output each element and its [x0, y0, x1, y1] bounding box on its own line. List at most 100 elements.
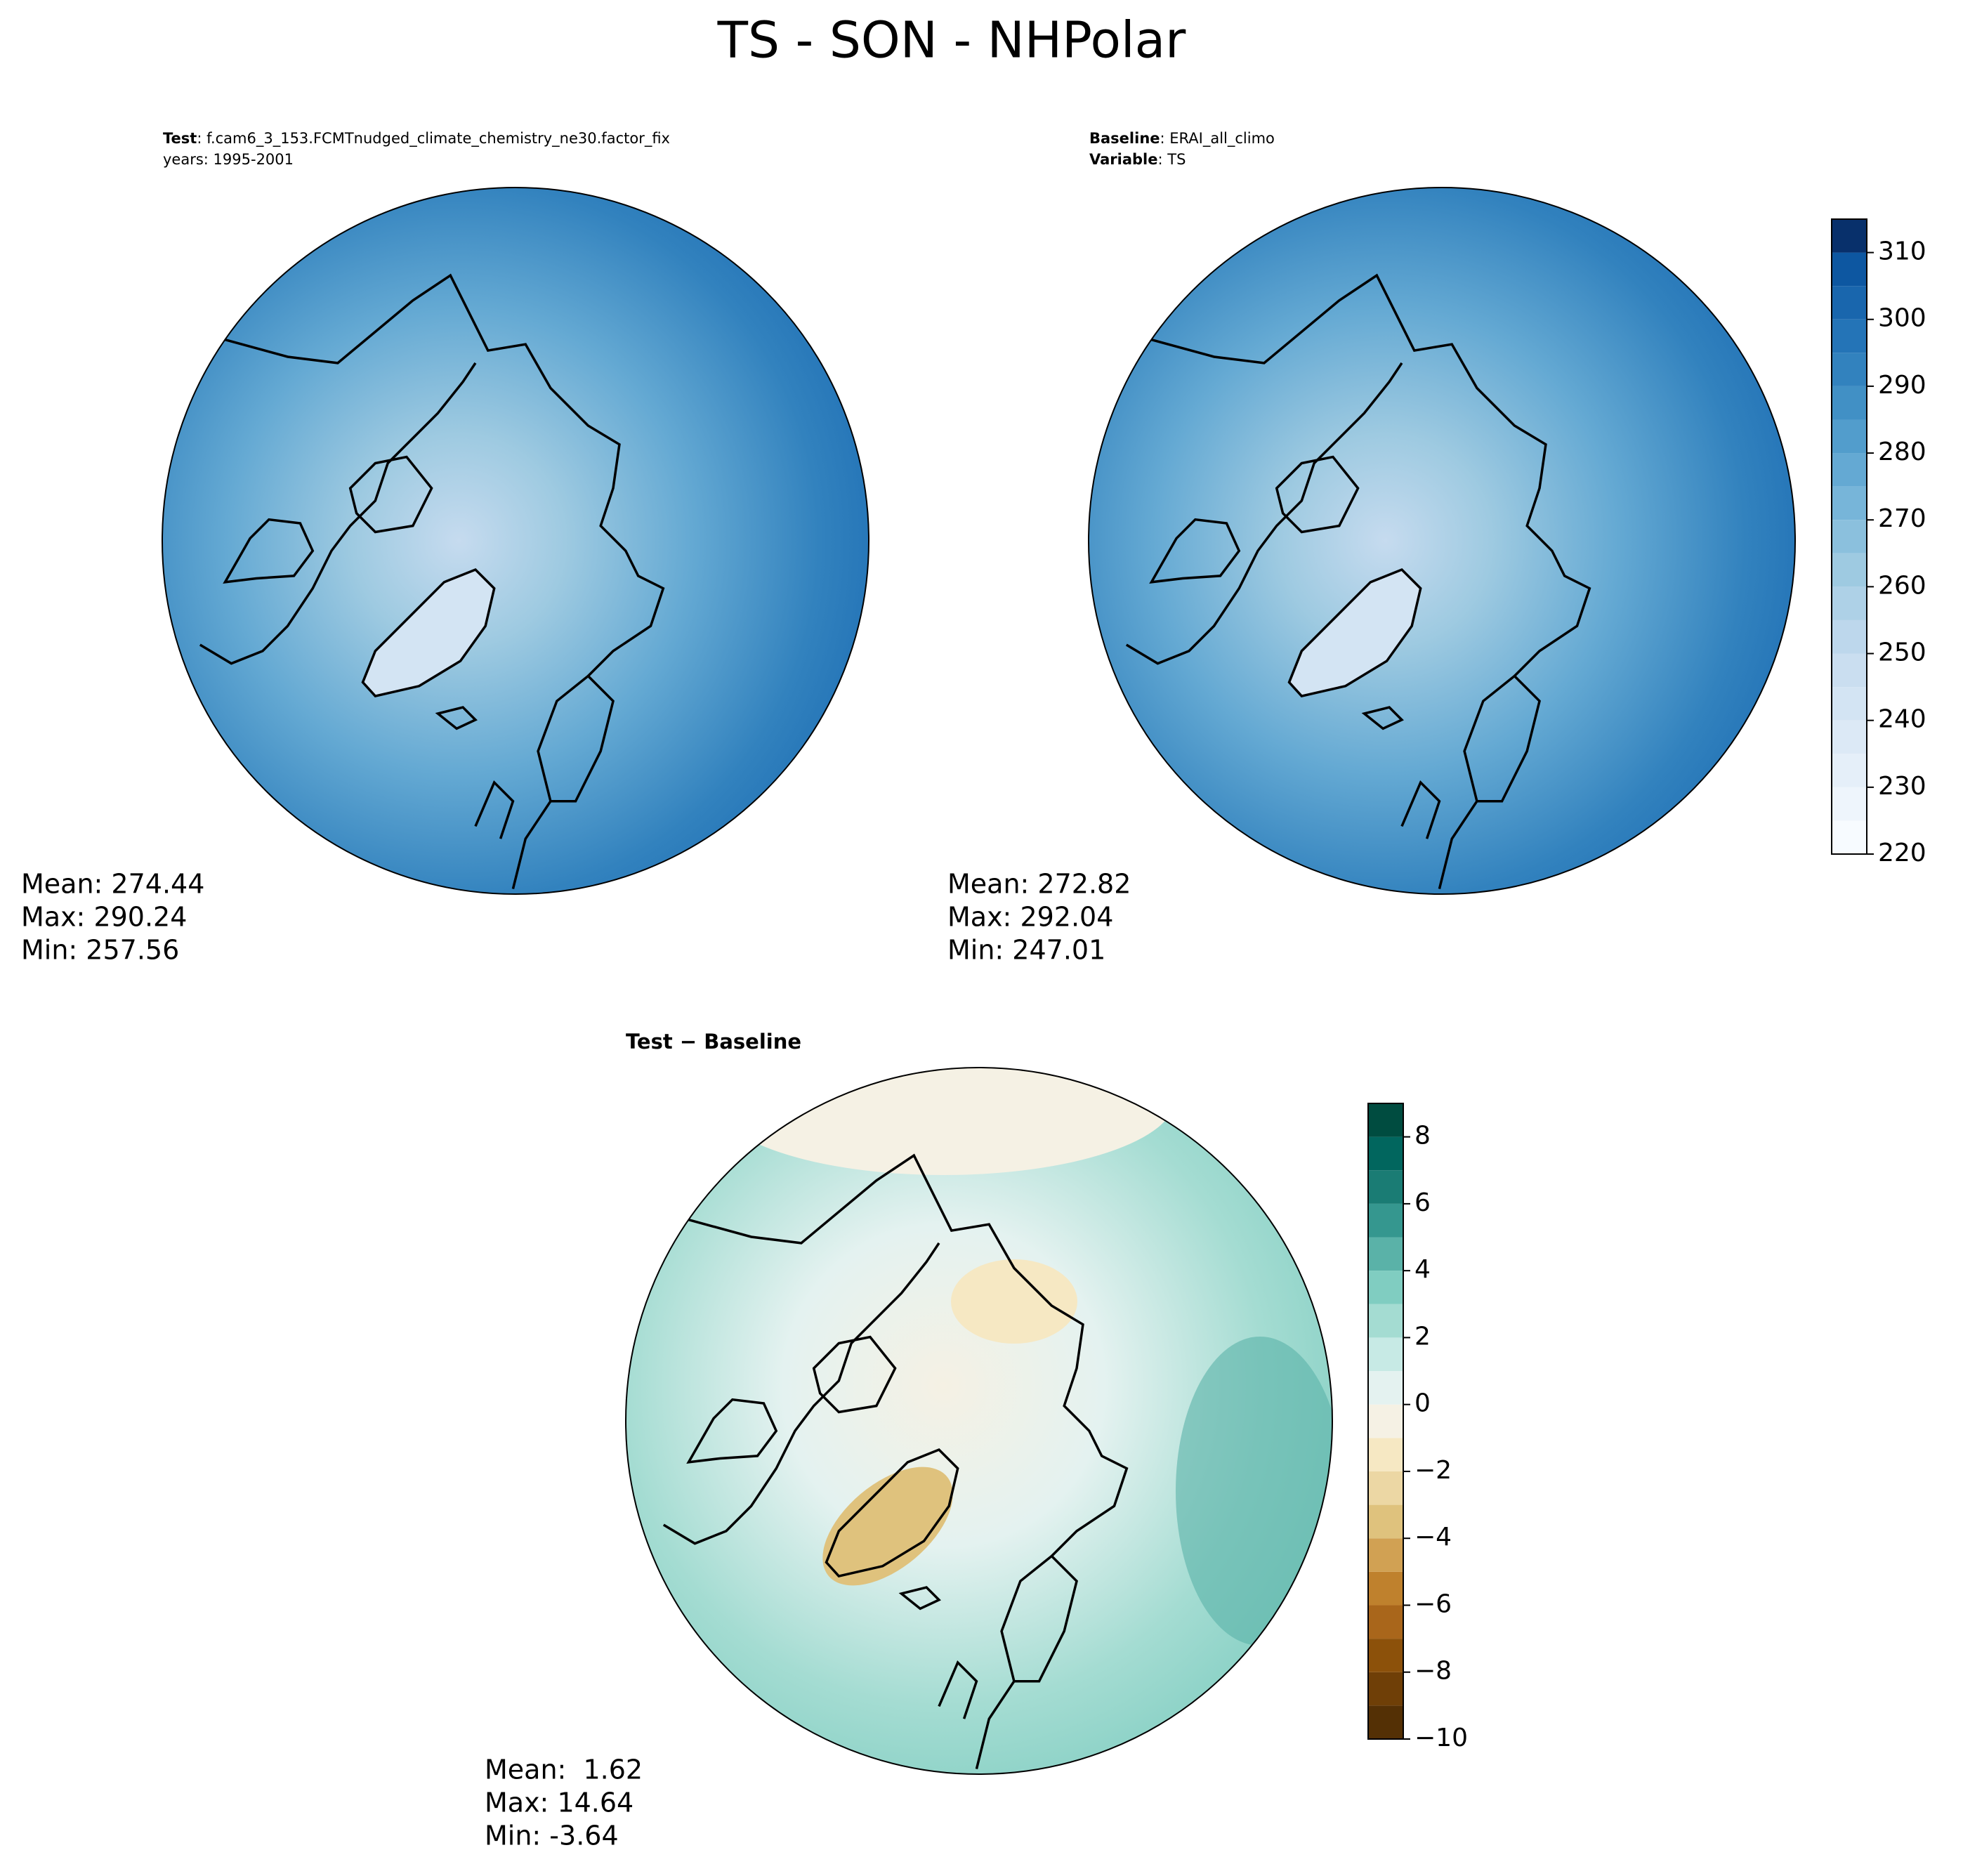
colorbar-band — [1832, 453, 1867, 487]
colorbar-band — [1368, 1371, 1403, 1405]
coastline — [682, 1153, 1129, 1557]
panel-title: Baseline: ERAI_all_climo — [1089, 130, 1275, 147]
map — [162, 187, 869, 895]
anomaly-patch — [822, 1467, 953, 1586]
coastline — [686, 1398, 778, 1464]
colorbar-band — [1368, 1136, 1403, 1171]
colorbar-band — [1368, 1571, 1403, 1606]
coastline — [1361, 706, 1404, 730]
stat-label: Max: 292.04 — [947, 902, 1113, 933]
map-background — [162, 188, 869, 894]
coastline — [898, 1586, 941, 1611]
stat-label: Mean: 1.62 — [485, 1754, 643, 1785]
map-field — [162, 188, 869, 894]
anomaly-patch — [951, 1259, 1077, 1344]
coastline — [218, 273, 665, 677]
colorbar-band — [1368, 1304, 1403, 1338]
colorbar-band — [1832, 419, 1867, 454]
coastline — [1000, 1554, 1078, 1683]
map-border — [162, 187, 869, 895]
colorbar-tick-label: −4 — [1414, 1523, 1452, 1552]
colorbar-tick-label: 8 — [1414, 1122, 1431, 1150]
colorbar-band — [1368, 1203, 1403, 1238]
stat-label: Min: 257.56 — [21, 935, 179, 966]
colorbar-tick-label: 290 — [1878, 371, 1926, 400]
colorbar-band — [1832, 520, 1867, 553]
colorbar-band — [1832, 286, 1867, 320]
title-label: Test — [163, 130, 197, 147]
colorbar-tick-label: 300 — [1878, 304, 1926, 333]
stat-label: Min: -3.64 — [485, 1821, 619, 1851]
coastline — [1287, 568, 1422, 697]
colorbar-tick-label: 310 — [1878, 237, 1926, 266]
colorbar-band — [1368, 1504, 1403, 1539]
coastline — [1149, 518, 1241, 584]
coastline — [199, 362, 477, 665]
title-text: : f.cam6_3_153.FCMTnudged_climate_chemis… — [197, 130, 670, 147]
colorbar-tick-label: −10 — [1414, 1724, 1468, 1752]
colorbar-tick-label: 240 — [1878, 705, 1926, 734]
colorbar-tick-label: 0 — [1414, 1389, 1431, 1418]
title-text: : ERAI_all_climo — [1160, 130, 1275, 147]
panel-title: Test − Baseline — [626, 1030, 801, 1054]
anomaly-patch — [1176, 1337, 1332, 1646]
colorbar-tick-label: 220 — [1878, 839, 1926, 867]
panel-title: Test: f.cam6_3_153.FCMTnudged_climate_ch… — [163, 130, 670, 147]
colorbar-band — [1832, 754, 1867, 787]
colorbar-outline — [1831, 218, 1867, 855]
coastline — [975, 1680, 1016, 1769]
colorbar-band — [1832, 353, 1867, 386]
colorbar-band — [1368, 1170, 1403, 1204]
map-background — [626, 1068, 1332, 1774]
colorbar-band — [1832, 219, 1867, 253]
coastline — [435, 706, 478, 730]
colorbar-tick-label: 6 — [1414, 1188, 1431, 1217]
colorbar-band — [1832, 653, 1867, 688]
coastline — [361, 568, 496, 697]
title-text: Test − Baseline — [626, 1030, 801, 1054]
colorbar-tick-label: 270 — [1878, 504, 1926, 533]
colorbar-band — [1368, 1471, 1403, 1505]
panel-subtitle: years: 1995-2001 — [163, 151, 294, 168]
colorbar-band — [1368, 1605, 1403, 1639]
stat-label: Mean: 272.82 — [947, 869, 1131, 900]
colorbar-band — [1832, 386, 1867, 420]
coastline — [1463, 674, 1541, 803]
coastline — [938, 1660, 978, 1719]
coastline — [1125, 362, 1403, 665]
figure-title: TS - SON - NHPolar — [717, 11, 1186, 70]
colorbar-tick-label: 4 — [1414, 1255, 1431, 1284]
colorbar-band — [1832, 319, 1867, 353]
colorbar-band — [1368, 1672, 1403, 1706]
colorbar-band — [1368, 1538, 1403, 1572]
colorbar-tick-label: 2 — [1414, 1322, 1431, 1351]
panel-subtitle: Variable: TS — [1089, 151, 1186, 168]
colorbar-band — [1832, 820, 1867, 854]
colorbar-band — [1368, 1103, 1403, 1137]
subtitle-text: : TS — [1157, 151, 1186, 168]
colorbar-band — [1368, 1639, 1403, 1672]
colorbar-band — [1832, 687, 1867, 721]
colorbar-tick-label: 230 — [1878, 772, 1926, 801]
colorbar-band — [1832, 619, 1867, 654]
subtitle-label: Variable — [1089, 151, 1157, 168]
colorbar-band — [1832, 720, 1867, 754]
colorbar-tick-label: −2 — [1414, 1456, 1452, 1485]
anomaly-patch — [712, 1068, 1176, 1175]
colorbar-band — [1832, 486, 1867, 520]
coastline — [537, 674, 615, 803]
ice-sheet — [362, 569, 494, 697]
colorbar-band — [1832, 586, 1867, 620]
map-field — [1089, 188, 1795, 894]
title-label: Baseline — [1089, 130, 1160, 147]
colorbar-tick-label: 250 — [1878, 638, 1926, 667]
map-border — [625, 1067, 1333, 1775]
stat-label: Mean: 274.44 — [21, 869, 204, 900]
coastline — [511, 800, 552, 889]
colorbar-band — [1832, 252, 1867, 287]
coastline — [223, 518, 315, 584]
subtitle-text: years: 1995-2001 — [163, 151, 294, 168]
stat-label: Min: 247.01 — [947, 935, 1105, 966]
colorbar-tick-label: −6 — [1414, 1589, 1452, 1618]
